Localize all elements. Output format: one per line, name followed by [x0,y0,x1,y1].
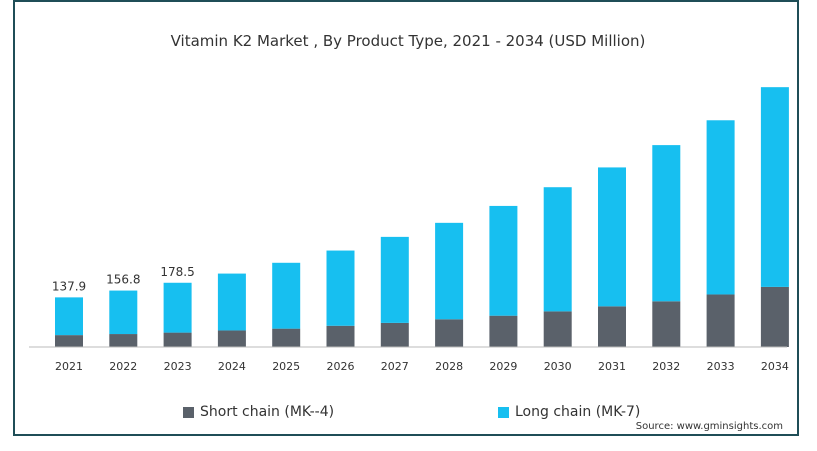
bar-short-chain-2026 [326,325,355,347]
bar-long-chain-2022 [109,290,138,335]
bar-short-chain-2028 [435,319,464,347]
bar-short-chain-2033 [706,294,735,347]
x-tick-label-2023: 2023 [164,360,192,373]
bar-long-chain-2021 [55,297,83,336]
bar-long-chain-2030 [543,187,572,312]
bar-short-chain-2021 [55,335,83,347]
bar-long-chain-2026 [326,250,355,326]
legend: Short chain (MK--4) Long chain (MK-7) [15,404,801,424]
source-note: Source: www.gminsights.com [635,421,783,432]
bar-long-chain-2031 [598,167,626,307]
legend-item-short-chain: Short chain (MK--4) [183,404,334,420]
chart-frame: Vitamin K2 Market , By Product Type, 202… [13,0,799,436]
bar-long-chain-2032 [652,145,681,302]
bar-short-chain-2022 [109,334,138,347]
bar-short-chain-2025 [272,328,301,347]
legend-label-short-chain: Short chain (MK--4) [200,404,335,420]
bar-short-chain-2029 [489,315,518,347]
data-label-2022: 156.8 [106,273,140,287]
legend-label-long-chain: Long chain (MK-7) [515,404,641,420]
data-label-2021: 137.9 [52,279,86,293]
bar-long-chain-2034 [760,87,789,287]
bar-short-chain-2034 [760,286,789,347]
legend-swatch-short-chain [183,406,194,418]
bar-short-chain-2023 [163,332,192,347]
bar-long-chain-2029 [489,205,518,316]
bar-short-chain-2024 [217,330,246,347]
chart-plot: 2021 2022 2023 2024 2025 2026 2027 2028 2029 2030… [29,87,789,373]
bar-short-chain-2027 [380,322,409,347]
x-tick-label-2032: 2032 [652,360,680,373]
x-tick-label-2025: 2025 [272,360,300,373]
x-tick-label-2029: 2029 [489,360,517,373]
bar-short-chain-2031 [598,306,626,347]
bar-short-chain-2032 [652,301,681,347]
bar-long-chain-2023 [163,282,192,333]
x-tick-label-2033: 2033 [707,360,735,373]
chart-title: Vitamin K2 Market , By Product Type, 202… [170,32,646,50]
legend-swatch-long-chain [498,406,509,418]
x-tick-label-2024: 2024 [218,360,246,373]
bar-long-chain-2028 [435,222,464,320]
data-label-2023: 178.5 [160,265,194,279]
x-tick-label-2026: 2026 [327,360,355,373]
x-tick-label-2034: 2034 [761,360,789,373]
x-tick-label-2027: 2027 [381,360,409,373]
bar-long-chain-2033 [706,120,735,295]
bar-long-chain-2025 [272,262,301,329]
legend-item-long-chain: Long chain (MK-7) [498,404,640,420]
x-tick-label-2022: 2022 [109,360,137,373]
bar-long-chain-2027 [380,236,409,323]
x-tick-label-2021: 2021 [55,360,83,373]
x-tick-label-2028: 2028 [435,360,463,373]
bar-short-chain-2030 [543,311,572,347]
x-tick-label-2031: 2031 [598,360,626,373]
bar-long-chain-2024 [217,273,246,331]
x-tick-label-2030: 2030 [544,360,572,373]
